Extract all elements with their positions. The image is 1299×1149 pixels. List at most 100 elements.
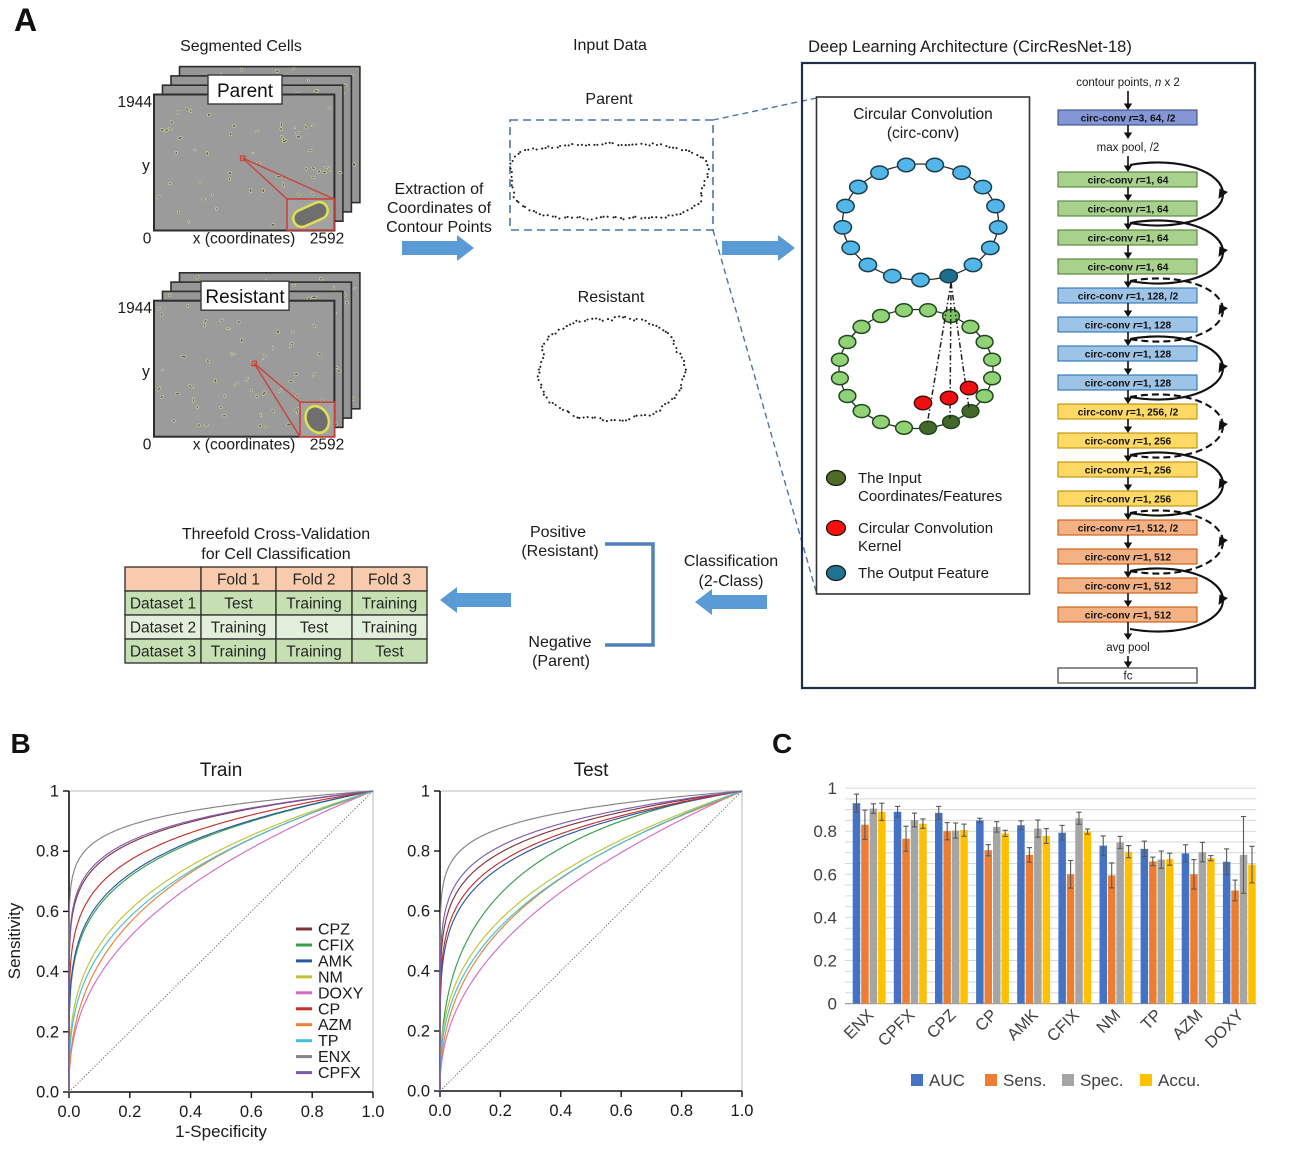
svg-text:1944: 1944 [118, 94, 153, 111]
svg-text:circ-conv r=1, 128: circ-conv r=1, 128 [1085, 350, 1172, 361]
svg-text:Training: Training [286, 596, 341, 613]
svg-text:ENX: ENX [318, 1049, 351, 1066]
svg-text:Training: Training [211, 644, 266, 661]
svg-text:Kernel: Kernel [858, 538, 901, 555]
svg-text:(2-Class): (2-Class) [699, 573, 764, 590]
svg-text:AZM: AZM [318, 1017, 352, 1034]
svg-text:0: 0 [143, 437, 152, 454]
svg-text:Contour Points: Contour Points [386, 219, 492, 236]
svg-text:0.0: 0.0 [429, 1102, 452, 1120]
svg-text:CFIX: CFIX [318, 938, 355, 955]
svg-text:fc: fc [1124, 671, 1133, 683]
svg-text:(circ-conv): (circ-conv) [887, 125, 959, 142]
svg-text:0.4: 0.4 [549, 1102, 572, 1120]
svg-text:0: 0 [828, 995, 837, 1014]
svg-text:Classification: Classification [684, 553, 778, 570]
svg-text:Positive: Positive [530, 524, 586, 541]
svg-text:Sens.: Sens. [1003, 1071, 1046, 1090]
svg-text:0.2: 0.2 [813, 952, 837, 971]
svg-text:circ-conv r=1, 256, /2: circ-conv r=1, 256, /2 [1078, 408, 1179, 419]
svg-text:1: 1 [50, 783, 59, 801]
svg-text:0.8: 0.8 [36, 843, 59, 861]
svg-text:circ-conv r=1, 512: circ-conv r=1, 512 [1085, 582, 1172, 593]
svg-text:0.2: 0.2 [407, 1023, 430, 1041]
svg-text:0.4: 0.4 [36, 963, 59, 981]
svg-text:Threefold Cross-Validation: Threefold Cross-Validation [182, 526, 370, 543]
svg-text:Training: Training [286, 644, 341, 661]
svg-text:AMK: AMK [318, 953, 353, 970]
svg-text:B: B [11, 728, 31, 759]
svg-text:1944: 1944 [118, 300, 153, 317]
svg-text:Coordinates/Features: Coordinates/Features [858, 488, 1002, 505]
svg-text:circ-conv r=1, 128: circ-conv r=1, 128 [1085, 321, 1172, 332]
svg-text:y: y [142, 364, 150, 381]
svg-text:contour points, n x 2: contour points, n x 2 [1076, 77, 1180, 89]
svg-text:y: y [142, 158, 150, 175]
svg-text:circ-conv r=1, 256: circ-conv r=1, 256 [1085, 437, 1172, 448]
svg-text:C: C [772, 728, 792, 759]
svg-text:0.2: 0.2 [118, 1103, 141, 1121]
svg-text:0.0: 0.0 [36, 1084, 59, 1102]
svg-text:0.2: 0.2 [36, 1023, 59, 1041]
svg-text:0: 0 [143, 231, 152, 248]
svg-text:Fold 3: Fold 3 [368, 572, 411, 589]
svg-text:Test: Test [224, 596, 253, 613]
svg-text:Test: Test [574, 760, 610, 781]
svg-text:Fold 2: Fold 2 [292, 572, 335, 589]
svg-text:circ-conv r=1, 512, /2: circ-conv r=1, 512, /2 [1078, 524, 1179, 535]
svg-text:0.8: 0.8 [813, 822, 837, 841]
svg-text:Circular Convolution: Circular Convolution [853, 106, 993, 123]
svg-text:Train: Train [200, 760, 243, 781]
svg-text:x (coordinates): x (coordinates) [193, 231, 296, 248]
svg-text:Dataset 3: Dataset 3 [130, 644, 196, 661]
svg-text:x (coordinates): x (coordinates) [193, 437, 296, 454]
svg-text:AUC: AUC [929, 1071, 965, 1090]
svg-text:The Output Feature: The Output Feature [858, 565, 989, 582]
svg-text:Coordinates of: Coordinates of [387, 200, 492, 217]
svg-text:0.4: 0.4 [407, 963, 430, 981]
svg-text:Spec.: Spec. [1080, 1071, 1123, 1090]
svg-text:2592: 2592 [310, 437, 344, 454]
svg-text:Circular Convolution: Circular Convolution [858, 520, 993, 537]
svg-text:0.8: 0.8 [670, 1102, 693, 1120]
svg-text:circ-conv r=1, 64: circ-conv r=1, 64 [1088, 205, 1169, 216]
svg-text:circ-conv r=1, 128: circ-conv r=1, 128 [1085, 379, 1172, 390]
svg-text:Training: Training [362, 596, 417, 613]
svg-text:1.0: 1.0 [362, 1103, 385, 1121]
svg-text:circ-conv r=1, 64: circ-conv r=1, 64 [1088, 234, 1169, 245]
svg-text:Parent: Parent [217, 81, 274, 102]
svg-text:Fold 1: Fold 1 [217, 572, 260, 589]
svg-text:Sensitivity: Sensitivity [5, 902, 24, 979]
svg-text:CPFX: CPFX [318, 1065, 361, 1082]
svg-text:The Input: The Input [858, 470, 922, 487]
svg-text:Training: Training [362, 620, 417, 637]
svg-text:CP: CP [318, 1001, 340, 1018]
svg-text:max pool, /2: max pool, /2 [1097, 142, 1160, 154]
svg-text:circ-conv r=1, 64: circ-conv r=1, 64 [1088, 176, 1169, 187]
svg-text:0.6: 0.6 [36, 903, 59, 921]
svg-text:Dataset 2: Dataset 2 [130, 620, 196, 637]
svg-text:A: A [14, 2, 37, 38]
svg-text:circ-conv r=1, 512: circ-conv r=1, 512 [1085, 553, 1172, 564]
svg-text:Dataset 1: Dataset 1 [130, 596, 196, 613]
svg-text:(Resistant): (Resistant) [521, 543, 598, 560]
svg-text:circ-conv r=1, 256: circ-conv r=1, 256 [1085, 495, 1172, 506]
svg-text:1-Specificity: 1-Specificity [175, 1122, 267, 1141]
svg-text:avg pool: avg pool [1106, 642, 1149, 654]
svg-text:Deep Learning Architecture (Ci: Deep Learning Architecture (CircResNet-1… [808, 38, 1132, 56]
svg-text:1: 1 [421, 783, 430, 801]
svg-text:circ-conv r=3, 64, /2: circ-conv r=3, 64, /2 [1081, 114, 1176, 125]
svg-text:circ-conv r=1, 256: circ-conv r=1, 256 [1085, 466, 1172, 477]
svg-text:Test: Test [300, 620, 329, 637]
svg-text:0.2: 0.2 [489, 1102, 512, 1120]
svg-text:0.8: 0.8 [407, 843, 430, 861]
svg-text:0.4: 0.4 [179, 1103, 202, 1121]
svg-text:Input Data: Input Data [573, 37, 647, 54]
svg-text:Parent: Parent [585, 91, 633, 108]
svg-text:for Cell Classification: for Cell Classification [201, 546, 350, 563]
svg-text:Extraction of: Extraction of [395, 181, 484, 198]
svg-text:1: 1 [828, 779, 837, 798]
svg-text:circ-conv r=1, 128, /2: circ-conv r=1, 128, /2 [1078, 292, 1179, 303]
svg-text:0.6: 0.6 [407, 903, 430, 921]
svg-text:TP: TP [318, 1033, 338, 1050]
